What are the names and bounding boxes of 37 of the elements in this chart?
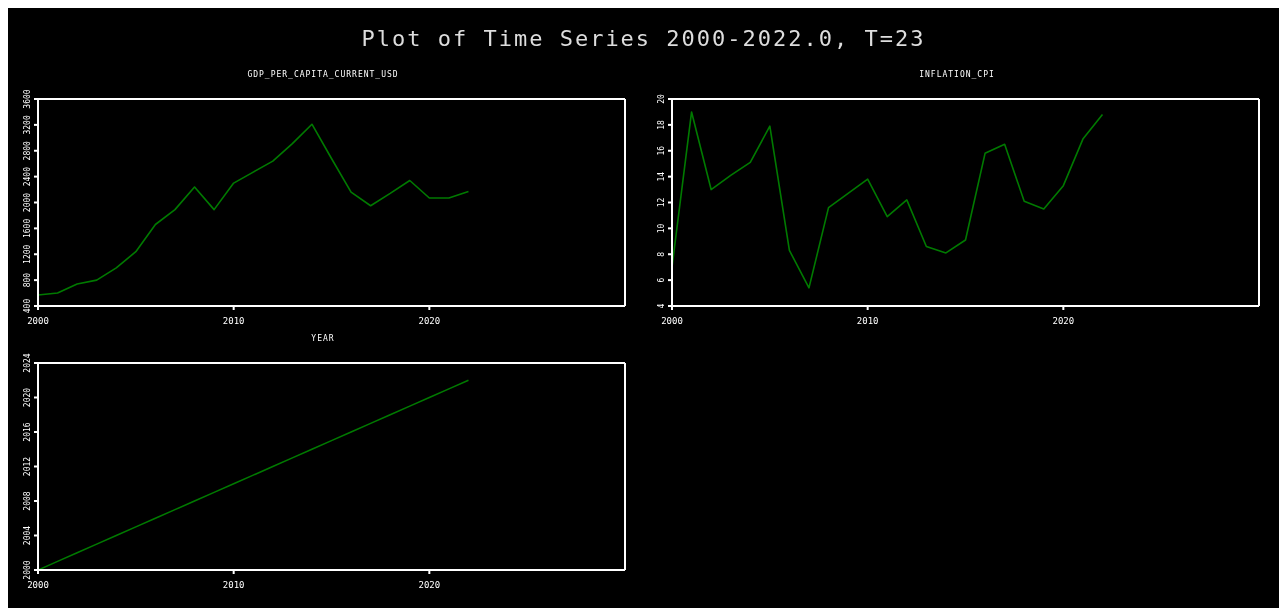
y-tick-label: 8	[657, 251, 666, 257]
y-tick-label: 800	[23, 272, 32, 288]
y-tick-label: 2000	[23, 192, 32, 213]
y-tick-label: 12	[657, 197, 666, 208]
y-tick-label: 14	[657, 171, 666, 182]
y-tick-label: 2024	[23, 353, 32, 373]
x-tick-label: 2020	[418, 316, 441, 327]
y-tick-label: 3600	[23, 89, 32, 109]
x-tick-label: 2020	[1052, 316, 1075, 327]
chart-title: INFLATION_CPI	[918, 70, 996, 81]
y-tick-label: 6	[657, 277, 666, 283]
line-series	[672, 111, 1104, 289]
y-tick-label: 2012	[23, 456, 32, 477]
y-tick-label: 3200	[23, 115, 32, 135]
y-tick-label: 400	[23, 298, 32, 314]
y-tick-label: 4	[657, 303, 666, 309]
y-tick-label: 1200	[23, 244, 32, 264]
x-tick-label: 2010	[856, 316, 879, 327]
y-tick-label: 2016	[23, 422, 32, 442]
y-tick-label: 2020	[23, 387, 32, 408]
line-series	[38, 123, 470, 296]
chart-title: YEAR	[310, 334, 336, 345]
x-tick-label: 2010	[222, 316, 245, 327]
y-tick-label: 18	[657, 119, 666, 130]
y-tick-label: 2800	[23, 140, 32, 161]
line-series	[38, 379, 470, 570]
y-tick-label: 20	[657, 94, 666, 104]
y-tick-label: 2400	[23, 166, 32, 187]
x-tick-label: 2020	[418, 580, 441, 591]
y-tick-label: 2008	[23, 491, 32, 511]
y-tick-label: 16	[657, 145, 666, 156]
x-tick-label: 2010	[222, 580, 245, 591]
y-tick-label: 2004	[23, 525, 32, 546]
y-tick-label: 1600	[23, 218, 32, 239]
y-tick-label: 10	[657, 223, 666, 234]
text: Plot of Time Series 2000-2022.0, T=23	[361, 26, 926, 51]
chart-title: GDP_PER_CAPITA_CURRENT_USD	[246, 70, 400, 81]
